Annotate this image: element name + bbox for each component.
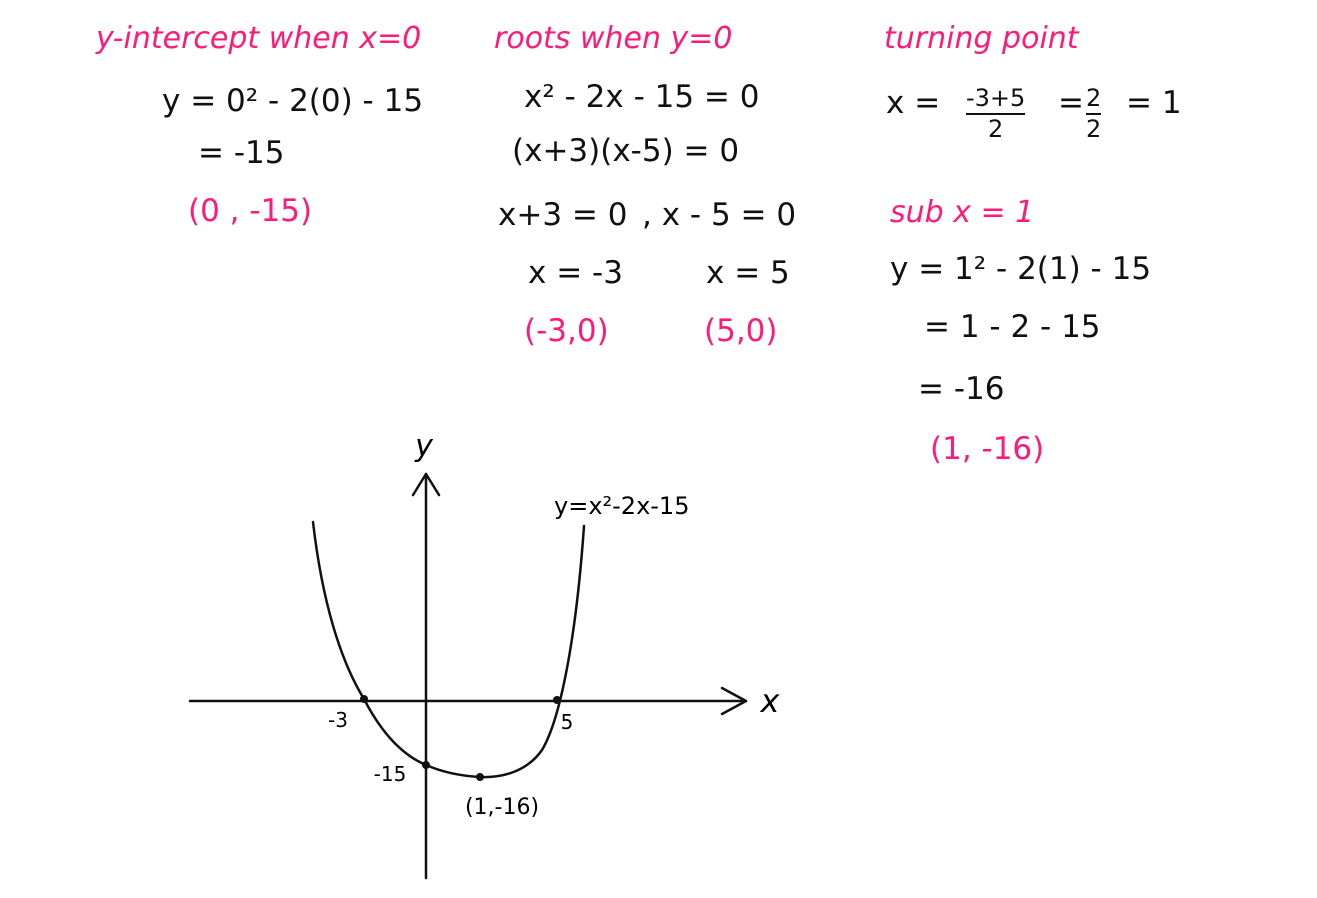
y-axis-arrow-icon — [411, 472, 441, 497]
fraction-1-numerator: -3+5 — [966, 84, 1026, 112]
fraction-2-denominator: 2 — [1086, 115, 1102, 144]
turning-point-x-result: = 1 — [1126, 85, 1182, 121]
fraction-2-numerator: 2 — [1086, 84, 1102, 112]
y-intercept-point — [422, 761, 430, 769]
roots-equation: x² - 2x - 15 = 0 — [524, 79, 760, 115]
y-intercept-line-2: = -15 — [198, 135, 285, 171]
turning-point-equals-1: = — [1058, 85, 1084, 121]
tick-label-neg15: -15 — [374, 762, 407, 786]
substitution-line-2: = 1 - 2 - 15 — [924, 309, 1101, 345]
vertex-point — [476, 773, 484, 781]
tick-label-5: 5 — [561, 710, 574, 734]
roots-factor-right: , x - 5 = 0 — [642, 197, 797, 233]
roots-factor-left: x+3 = 0 — [498, 197, 628, 233]
substitution-line-3: = -16 — [918, 371, 1005, 407]
roots-solution-right: x = 5 — [706, 255, 790, 291]
y-axis-label: y — [414, 429, 434, 464]
roots-answer-right: (5,0) — [704, 313, 778, 349]
fraction-1-bar — [966, 113, 1026, 116]
turning-point-fraction-1: -3+5 2 — [966, 84, 1026, 144]
turning-point-fraction-2: 2 2 — [1086, 84, 1102, 144]
turning-point-heading: turning point — [884, 21, 1079, 56]
roots-solution-left: x = -3 — [528, 255, 623, 291]
substitution-line-1: y = 1² - 2(1) - 15 — [890, 251, 1152, 287]
fraction-2-bar — [1086, 113, 1102, 116]
roots-heading: roots when y=0 — [494, 21, 733, 56]
root-point-neg3 — [360, 695, 368, 703]
substitution-heading: sub x = 1 — [890, 195, 1035, 230]
y-intercept-heading: y-intercept when x=0 — [96, 21, 422, 56]
turning-point-x-label: x = — [886, 85, 941, 121]
tick-label-neg3: -3 — [328, 708, 348, 732]
fraction-1-denominator: 2 — [988, 115, 1004, 144]
turning-point-answer: (1, -16) — [930, 431, 1045, 467]
y-intercept-answer: (0 , -15) — [188, 193, 313, 229]
root-point-5 — [553, 696, 561, 704]
roots-factored: (x+3)(x-5) = 0 — [512, 133, 740, 169]
vertex-label: (1,-16) — [465, 795, 539, 820]
x-axis-arrow-icon — [720, 686, 748, 716]
x-axis-label: x — [760, 682, 781, 720]
roots-answer-left: (-3,0) — [524, 313, 609, 349]
y-intercept-line-1: y = 0² - 2(0) - 15 — [162, 83, 424, 119]
parabola-curve — [311, 520, 586, 779]
curve-label: y=x²-2x-15 — [554, 492, 689, 520]
